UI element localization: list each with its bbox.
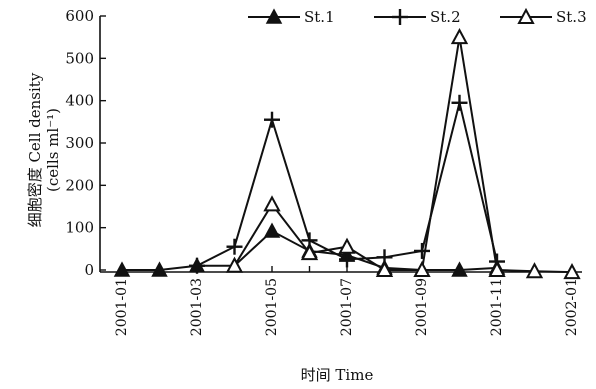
x-axis-ticks: 2001-01 2001-03 2001-05 2001-07 2001-09 2001-… [114,266,580,336]
y-tick-label: 100 [65,219,94,237]
series-group [113,28,581,280]
legend-label: St.1 [304,8,335,26]
x-tick-label: 2001-03 [189,278,205,336]
data-point-st-3 [263,195,281,212]
data-point-st-2 [451,94,468,111]
x-tick-label: 2001-11 [489,278,505,336]
legend-label: St.2 [430,8,461,26]
data-point-st-2 [189,257,205,274]
y-tick-label: 500 [65,49,94,67]
series-line-st-3 [233,37,573,274]
legend-marker [392,9,408,25]
data-point-st-2 [226,238,243,255]
y-tick-label: 300 [65,134,94,152]
legend: St.1 St.2 St.3 [248,7,587,26]
y-axis-unit: (cells ml⁻¹) [44,108,62,192]
series-st-2 [189,94,505,274]
data-point-st-1 [151,261,168,277]
data-point-st-2 [414,242,430,259]
legend-label: St.3 [556,8,587,26]
data-point-st-3 [375,260,394,277]
data-point-st-3 [450,28,469,45]
data-point-st-3 [300,243,319,261]
y-tick-label: 600 [65,7,94,25]
y-tick-label: 200 [65,176,94,194]
legend-marker [265,8,283,24]
x-tick-label: 2001-01 [114,278,130,336]
data-point-st-1 [113,261,131,277]
y-axis-label: 细胞密度 Cell density [26,72,44,227]
data-point-st-2 [264,111,280,128]
data-point-st-3 [413,260,431,277]
data-point-st-3 [563,263,581,280]
legend-item-st-2: St.2 [374,8,461,26]
x-tick-label: 2001-05 [264,278,280,336]
x-axis-label: 时间 Time [301,366,374,384]
legend-item-st-1: St.1 [248,8,335,26]
data-point-st-3 [488,260,506,277]
x-tick-label: 2001-07 [339,278,355,336]
y-axis-ticks: 0 100 200 300 400 500 600 [65,7,106,279]
data-point-st-3 [525,262,544,279]
data-point-st-1 [263,222,281,238]
legend-marker [517,7,535,24]
data-point-st-3 [338,237,356,254]
legend-item-st-3: St.3 [500,7,587,26]
data-point-st-1 [451,261,468,277]
data-point-st-3 [225,256,244,273]
series-st-3 [225,28,581,280]
data-point-st-2 [339,251,355,268]
axes [99,16,582,273]
y-tick-label: 0 [84,261,94,279]
x-tick-label: 2001-09 [414,278,430,336]
x-tick-label: 2002-01 [564,278,580,336]
y-tick-label: 400 [65,92,94,110]
